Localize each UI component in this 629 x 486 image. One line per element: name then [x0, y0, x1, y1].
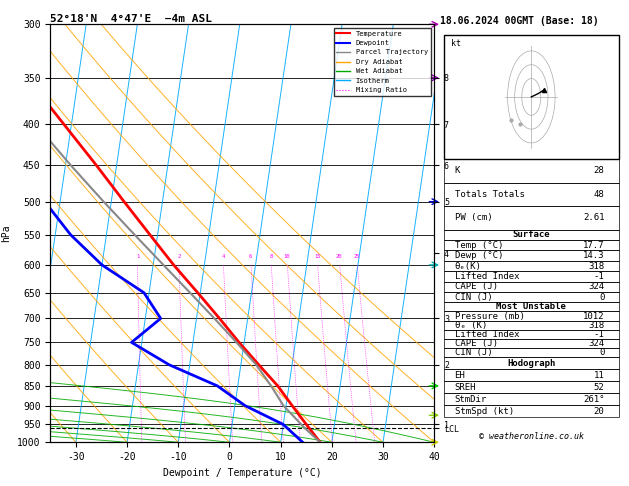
Text: SREH: SREH	[455, 383, 476, 392]
Bar	[443, 348, 619, 357]
X-axis label: Dewpoint / Temperature (°C): Dewpoint / Temperature (°C)	[163, 468, 321, 478]
Text: 324: 324	[588, 339, 604, 348]
Text: 0: 0	[599, 348, 604, 357]
Text: CIN (J): CIN (J)	[455, 348, 492, 357]
Text: -1: -1	[594, 330, 604, 339]
Text: Most Unstable: Most Unstable	[496, 302, 566, 312]
Text: 324: 324	[588, 282, 604, 291]
Text: 6: 6	[249, 254, 252, 259]
Bar	[443, 250, 619, 261]
Bar	[443, 206, 619, 230]
Text: 17.7: 17.7	[583, 241, 604, 250]
Text: EH: EH	[455, 371, 465, 380]
Text: kt: kt	[451, 38, 461, 48]
Bar	[443, 35, 619, 159]
Text: 10: 10	[284, 254, 290, 259]
Text: CAPE (J): CAPE (J)	[455, 339, 498, 348]
Text: © weatheronline.co.uk: © weatheronline.co.uk	[479, 432, 584, 441]
Bar	[443, 330, 619, 339]
Text: 11: 11	[594, 371, 604, 380]
Text: 1: 1	[136, 254, 139, 259]
Bar	[443, 292, 619, 302]
Text: 28: 28	[594, 166, 604, 175]
Text: StmDir: StmDir	[455, 395, 487, 404]
Text: Hodograph: Hodograph	[507, 359, 555, 368]
Text: 0: 0	[599, 293, 604, 302]
Text: Totals Totals: Totals Totals	[455, 190, 525, 199]
Bar	[443, 302, 619, 312]
Text: Lifted Index: Lifted Index	[455, 272, 519, 281]
Text: -1: -1	[594, 272, 604, 281]
Text: θₑ(K): θₑ(K)	[455, 261, 481, 271]
Text: 8: 8	[269, 254, 272, 259]
Bar	[443, 159, 619, 183]
Text: 318: 318	[588, 261, 604, 271]
Text: CIN (J): CIN (J)	[455, 293, 492, 302]
Text: Temp (°C): Temp (°C)	[455, 241, 503, 250]
Bar	[443, 393, 619, 405]
Text: 20: 20	[336, 254, 342, 259]
Bar	[443, 230, 619, 240]
Text: StmSpd (kt): StmSpd (kt)	[455, 407, 514, 416]
Text: K: K	[455, 166, 460, 175]
Text: 52°18'N  4°47'E  −4m ASL: 52°18'N 4°47'E −4m ASL	[50, 14, 213, 23]
Text: θₑ (K): θₑ (K)	[455, 321, 487, 330]
Text: 52: 52	[594, 383, 604, 392]
Bar	[443, 369, 619, 382]
Text: CAPE (J): CAPE (J)	[455, 282, 498, 291]
Text: 48: 48	[594, 190, 604, 199]
Text: Pressure (mb): Pressure (mb)	[455, 312, 525, 321]
Y-axis label: hPa: hPa	[1, 225, 11, 242]
Bar	[443, 382, 619, 393]
Text: 2: 2	[177, 254, 181, 259]
Text: 1012: 1012	[583, 312, 604, 321]
Text: 4: 4	[221, 254, 225, 259]
Text: 14.3: 14.3	[583, 251, 604, 260]
Bar	[443, 183, 619, 206]
Bar	[443, 240, 619, 250]
Text: 2.61: 2.61	[583, 213, 604, 223]
Legend: Temperature, Dewpoint, Parcel Trajectory, Dry Adiabat, Wet Adiabat, Isotherm, Mi: Temperature, Dewpoint, Parcel Trajectory…	[333, 28, 431, 96]
Bar	[443, 312, 619, 321]
Bar	[443, 339, 619, 348]
Bar	[443, 357, 619, 369]
Text: Lifted Index: Lifted Index	[455, 330, 519, 339]
Text: Surface: Surface	[513, 230, 550, 240]
Text: Dewp (°C): Dewp (°C)	[455, 251, 503, 260]
Bar	[443, 405, 619, 417]
Bar	[443, 261, 619, 271]
Text: 20: 20	[594, 407, 604, 416]
Bar	[443, 321, 619, 330]
Text: PW (cm): PW (cm)	[455, 213, 492, 223]
Text: 318: 318	[588, 321, 604, 330]
Text: 18.06.2024 00GMT (Base: 18): 18.06.2024 00GMT (Base: 18)	[440, 16, 599, 26]
Text: 261°: 261°	[583, 395, 604, 404]
Text: 25: 25	[353, 254, 360, 259]
Text: 15: 15	[314, 254, 320, 259]
Bar	[443, 271, 619, 281]
Bar	[443, 281, 619, 292]
